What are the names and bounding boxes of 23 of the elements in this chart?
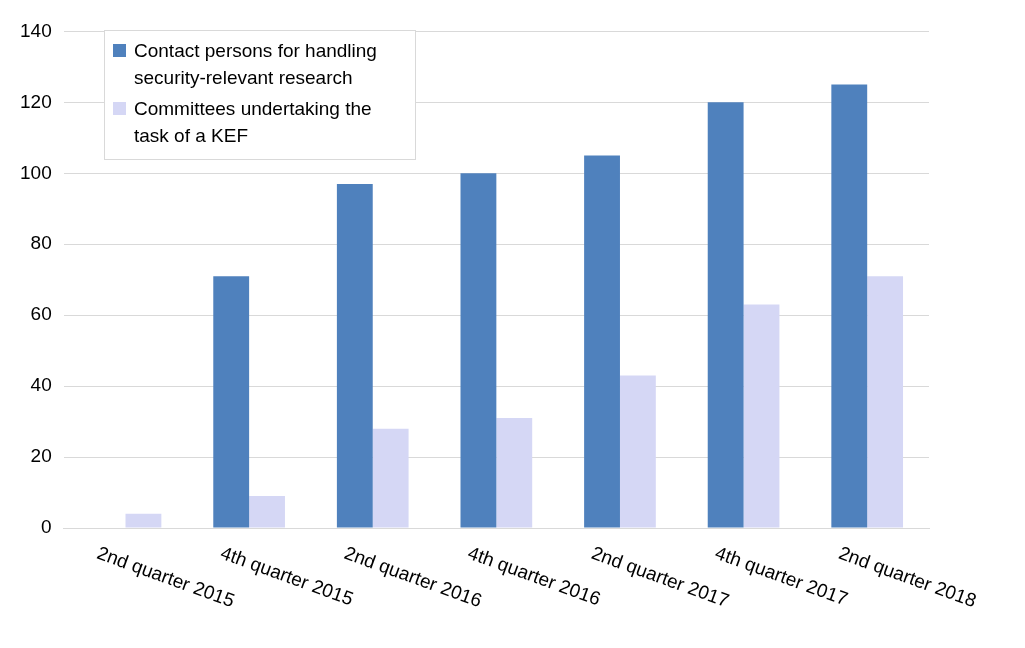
- y-tick-label: 20: [30, 445, 52, 467]
- bar: [336, 183, 373, 528]
- bar: [743, 304, 780, 528]
- bar: [619, 375, 656, 528]
- bar: [249, 496, 285, 528]
- legend-label: Committees undertaking the task of a KEF: [134, 97, 373, 148]
- y-tick-label: 100: [20, 161, 52, 183]
- y-tick-label: 80: [30, 232, 52, 254]
- y-tick-label: 40: [30, 374, 52, 396]
- y-tick-label: 0: [41, 516, 52, 538]
- bar: [496, 418, 533, 528]
- legend-label: Contact persons for handling security-relevant research: [134, 39, 378, 90]
- bar: [707, 102, 744, 528]
- bar: [584, 155, 620, 528]
- y-tick-label: 140: [20, 19, 52, 41]
- bar: [372, 428, 409, 528]
- bar: [125, 513, 162, 528]
- y-tick-label: 60: [30, 303, 52, 325]
- bar: [213, 276, 250, 528]
- bar: [867, 276, 904, 528]
- bar: [460, 173, 497, 528]
- bar: [831, 84, 868, 528]
- y-tick-label: 120: [20, 90, 52, 112]
